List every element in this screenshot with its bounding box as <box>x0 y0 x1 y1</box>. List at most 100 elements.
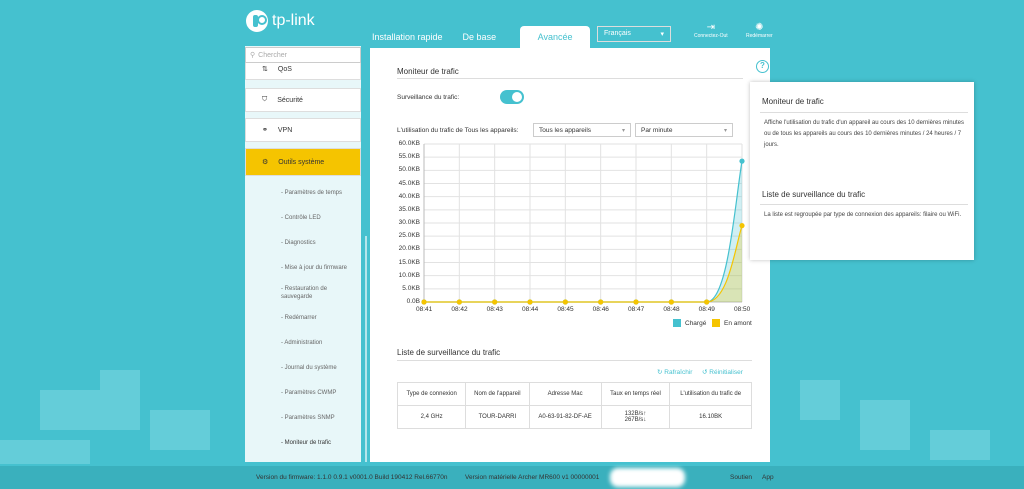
column-header: Type de connexion <box>396 382 467 406</box>
subitem-led-control[interactable]: - Contrôle LED <box>281 215 321 221</box>
reset-button[interactable]: ↺ Réinitialiser <box>702 368 743 376</box>
x-tick-label: 08:47 <box>628 306 645 313</box>
table-header-row: Type de connexion Nom de l'appareil Adre… <box>396 382 752 406</box>
section-title-traffic-monitor: Moniteur de trafic <box>397 67 459 76</box>
subitem-system-log[interactable]: - Journal du système <box>281 365 337 371</box>
sidebar-item-security[interactable]: ⛉ Sécurité <box>245 88 361 112</box>
reset-label: Réinitialiser <box>709 369 743 376</box>
language-select[interactable]: Français ▾ <box>597 26 671 42</box>
y-tick-label: 55.0KB <box>398 153 420 161</box>
legend-swatch <box>712 319 720 327</box>
search-input[interactable]: ⚲ Chercher <box>245 47 361 63</box>
legend-label: Chargé <box>685 319 707 327</box>
column-header: Taux en temps réel <box>600 382 671 406</box>
column-header: Nom de l'appareil <box>465 382 530 406</box>
search-placeholder: Chercher <box>258 51 287 59</box>
device-select-value: Tous les appareils <box>539 127 592 134</box>
legend-item-download: Chargé <box>673 319 706 327</box>
rate-down: 267B/s↓ <box>624 417 647 423</box>
cell-traffic-usage: 16.10BK <box>669 405 752 429</box>
help-text-list: La liste est regroupée par type de conne… <box>764 212 962 218</box>
reboot-button[interactable]: ✺ Redémarrer <box>746 22 773 39</box>
legend-swatch <box>673 319 681 327</box>
rate-up: 132B/s↑ <box>624 411 647 417</box>
divider <box>397 360 752 361</box>
subitem-traffic-monitor[interactable]: - Moniteur de trafic <box>281 440 332 446</box>
column-header: L'utilisation du trafic de <box>669 382 752 406</box>
x-tick-label: 08:41 <box>416 306 433 313</box>
x-tick-label: 08:44 <box>522 306 539 313</box>
section-title-traffic-list: Liste de surveillance du trafic <box>397 348 501 357</box>
search-icon: ⚲ <box>250 52 256 59</box>
help-title-monitor: Moniteur de trafic <box>762 97 824 106</box>
subitem-firmware-update[interactable]: - Mise à jour du firmware <box>281 265 348 271</box>
sidebar-item-label: VPN <box>277 126 293 134</box>
y-tick-label: 50.0KB <box>398 166 420 174</box>
gear-icon: ⚙ <box>262 159 269 166</box>
x-tick-label: 08:49 <box>698 306 715 313</box>
tab-advanced[interactable]: Avancée <box>520 26 591 48</box>
help-popup: Moniteur de trafic Affiche l'utilisation… <box>750 82 974 260</box>
x-tick-label: 08:45 <box>557 306 574 313</box>
cell-mac-address: A0-63-91-82-DF-AE <box>528 405 602 429</box>
y-tick-label: 25.0KB <box>398 232 420 240</box>
decor-pixel <box>100 370 140 430</box>
chevron-down-icon: ▾ <box>660 31 664 38</box>
footer: Version du firmware: 1.1.0 0.9.1 v0001.0… <box>0 466 1024 489</box>
tab-quick-setup[interactable]: Installation rapide <box>372 32 443 42</box>
reboot-label: Redémarrer <box>746 33 773 39</box>
sidebar-item-label: QoS <box>277 65 292 73</box>
logout-label: Connectez-Out <box>694 33 728 39</box>
decor-pixel <box>860 400 910 450</box>
chevron-down-icon: ▾ <box>621 128 625 134</box>
subitem-administration[interactable]: - Administration <box>281 340 323 346</box>
redacted-area <box>610 468 685 487</box>
traffic-monitor-toggle-label: Surveillance du trafic: <box>397 94 460 101</box>
divider <box>760 204 968 205</box>
sidebar-item-system-tools[interactable]: ⚙ Outils système <box>245 148 361 176</box>
help-text-monitor: Affiche l'utilisation du trafic d'un app… <box>764 120 964 148</box>
traffic-monitor-toggle[interactable] <box>500 90 524 104</box>
usage-label: L'utilisation du trafic de Tous les appa… <box>397 127 519 134</box>
firmware-version: Version du firmware: 1.1.0 0.9.1 v0001.0… <box>256 474 448 481</box>
column-header: Adresse Mac <box>528 382 602 406</box>
logout-button[interactable]: ⇥ Connectez-Out <box>694 22 728 39</box>
subitem-time-settings[interactable]: - Paramètres de temps <box>281 190 343 196</box>
link-icon: ⚭ <box>262 127 268 134</box>
chevron-down-icon: ▾ <box>723 128 727 134</box>
tp-link-logo-icon <box>246 10 268 32</box>
refresh-button[interactable]: ↻ Rafraîchir <box>657 368 692 376</box>
table-row: 2,4 GHz TOUR-DARRI A0-63-91-82-DF-AE 132… <box>396 405 752 429</box>
logo-text: tp-link <box>272 12 315 29</box>
y-tick-label: 15.0KB <box>398 258 420 266</box>
help-icon[interactable]: ? <box>756 60 769 73</box>
subitem-cwmp-settings[interactable]: - Paramètres CWMP <box>281 390 337 396</box>
period-select[interactable]: Par minute ▾ <box>635 123 733 137</box>
y-tick-label: 30.0KB <box>398 219 420 226</box>
y-tick-label: 0.0B <box>406 298 420 305</box>
divider <box>397 78 743 79</box>
qos-icon: ⇅ <box>262 66 268 73</box>
x-tick-label: 08:43 <box>486 306 503 313</box>
subitem-reboot[interactable]: - Redémarrer <box>281 315 317 321</box>
sidebar-item-label: Outils système <box>278 158 325 166</box>
top-navigation: Installation rapide De base Avancée <box>362 26 591 48</box>
sidebar-scrollbar[interactable] <box>365 236 367 462</box>
help-title-list: Liste de surveillance du trafic <box>762 190 866 199</box>
y-tick-label: 5.0KB <box>402 284 420 292</box>
reset-icon: ↺ <box>702 369 708 376</box>
sidebar-item-vpn[interactable]: ⚭ VPN <box>245 118 361 142</box>
app-link[interactable]: App <box>762 474 774 481</box>
shield-icon: ⛉ <box>262 96 268 103</box>
support-link[interactable]: Soutien <box>730 474 753 481</box>
decor-pixel <box>0 440 90 464</box>
device-select[interactable]: Tous les appareils ▾ <box>533 123 631 137</box>
subitem-diagnostics[interactable]: - Diagnostics <box>281 240 316 246</box>
subitem-snmp-settings[interactable]: - Paramètres SNMP <box>281 415 335 421</box>
subitem-backup-restore[interactable]: - Restauration de sauvegarde <box>281 286 328 300</box>
tab-basic[interactable]: De base <box>462 32 497 42</box>
decor-pixel <box>40 390 100 430</box>
refresh-icon: ↻ <box>657 369 663 376</box>
legend-label: En amont <box>724 319 752 327</box>
cell-realtime-rate: 132B/s↑ 267B/s↓ <box>600 405 671 429</box>
